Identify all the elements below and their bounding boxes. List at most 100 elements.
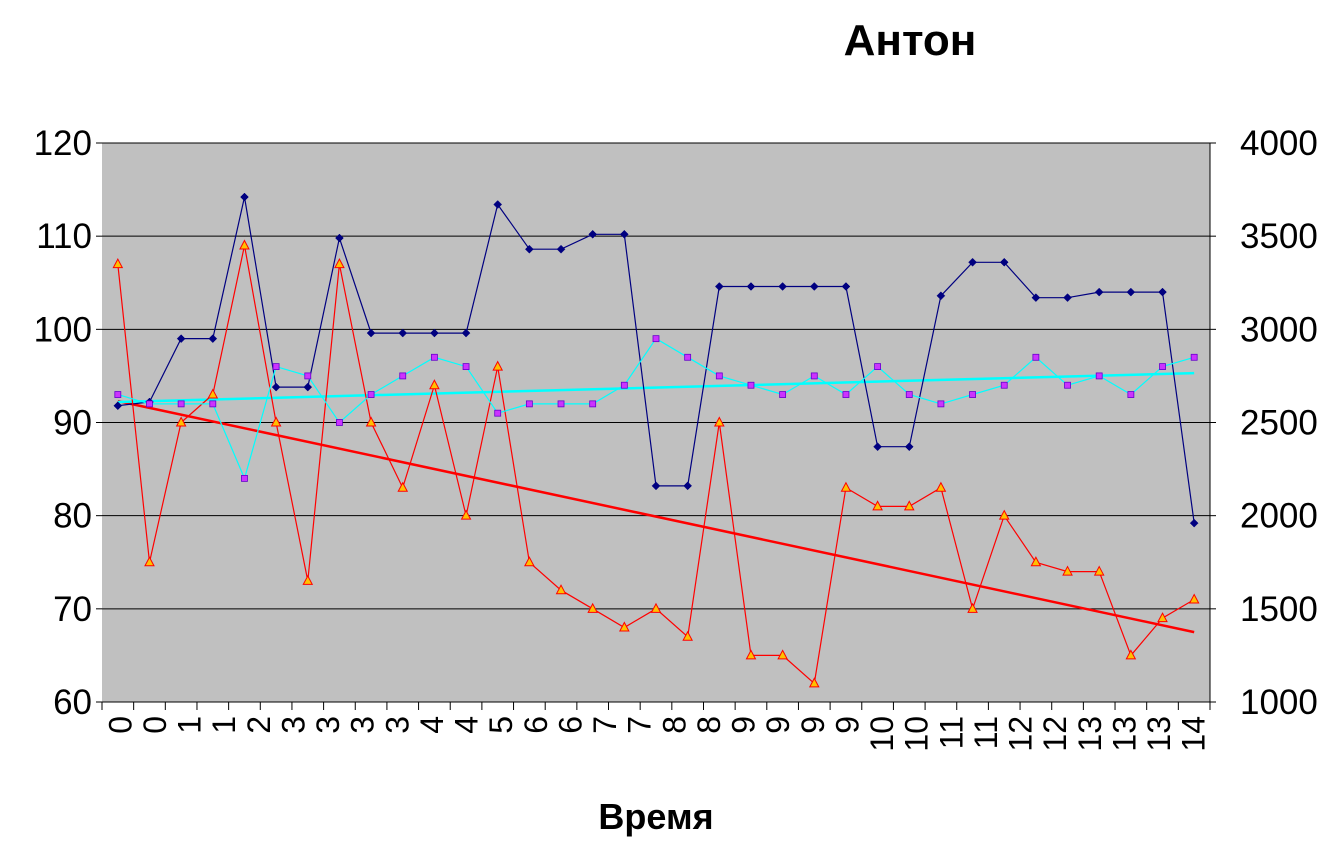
data-point: [968, 257, 977, 267]
data-point: [525, 400, 533, 408]
data-point: [1030, 556, 1042, 567]
data-point: [905, 391, 913, 398]
data-point: [556, 244, 566, 254]
data-point: [1126, 287, 1136, 297]
y2-tick-label: 4000: [1240, 124, 1318, 163]
x-tick-label: 9: [760, 716, 796, 734]
data-point: [366, 328, 376, 338]
data-point: [1158, 287, 1167, 297]
data-point: [239, 239, 250, 250]
data-point: [112, 258, 124, 269]
data-point: [271, 382, 281, 392]
data-point: [745, 649, 757, 660]
x-tick-label: 0: [102, 716, 138, 734]
data-point: [746, 282, 756, 291]
x-tick-label: 5: [483, 716, 519, 734]
chart-title: Антон: [843, 16, 977, 65]
data-point: [493, 200, 503, 209]
data-point: [903, 500, 915, 511]
x-tick-label: 4: [414, 716, 450, 734]
data-point: [587, 602, 599, 613]
data-point: [1062, 565, 1073, 576]
data-point: [683, 481, 693, 491]
data-point: [303, 382, 313, 392]
data-point: [240, 192, 249, 202]
x-axis-title: Время: [598, 796, 714, 837]
data-point: [365, 416, 377, 427]
y-tick-label: 120: [34, 124, 92, 163]
data-point: [176, 334, 186, 344]
data-point: [715, 372, 723, 380]
data-point: [874, 363, 881, 371]
data-point: [209, 400, 217, 408]
data-point: [397, 481, 409, 492]
data-point: [872, 500, 883, 511]
data-point: [1094, 287, 1104, 297]
data-point: [1190, 353, 1198, 361]
data-point: [809, 282, 819, 291]
y2-tick-label: 3000: [1240, 310, 1318, 349]
data-point: [460, 509, 472, 520]
data-point: [1189, 518, 1199, 528]
data-point: [207, 388, 219, 399]
data-point: [114, 391, 122, 398]
data-point: [272, 363, 280, 371]
x-tick-label: 7: [587, 716, 623, 734]
y2-tick-label: 1500: [1240, 590, 1318, 629]
data-point: [967, 602, 978, 613]
data-point: [430, 328, 439, 338]
x-tick-label: 13: [1106, 716, 1142, 752]
data-point: [777, 649, 788, 660]
data-point: [399, 372, 407, 380]
x-tick-label: 9: [726, 716, 762, 734]
x-tick-label: 3: [379, 716, 415, 734]
x-tick-label: 0: [137, 716, 173, 734]
y-tick-label: 80: [53, 497, 92, 536]
data-point: [651, 481, 661, 491]
data-point: [652, 335, 660, 343]
x-tick-label: 11: [933, 716, 969, 749]
data-point: [713, 416, 725, 427]
data-point: [904, 442, 914, 452]
data-point: [335, 233, 344, 243]
x-tick-label: 8: [656, 716, 692, 734]
data-point: [1063, 293, 1072, 303]
data-point: [778, 282, 787, 291]
data-point: [146, 400, 153, 408]
data-point: [714, 282, 724, 291]
data-point: [969, 391, 976, 398]
data-point: [1125, 649, 1137, 660]
x-tick-label: 11: [968, 716, 1004, 749]
data-point: [113, 401, 123, 411]
data-point: [524, 556, 535, 567]
data-point: [682, 630, 693, 641]
data-point: [1032, 353, 1040, 361]
y-tick-label: 110: [36, 217, 92, 256]
y-tick-label: 100: [34, 310, 92, 349]
x-tick-label: 9: [829, 716, 865, 734]
data-point: [525, 244, 534, 254]
x-tick-label: 7: [622, 716, 658, 734]
data-point: [367, 391, 375, 398]
data-point: [462, 363, 470, 371]
x-tick-label: 6: [518, 716, 554, 734]
y2-tick-label: 2500: [1240, 404, 1318, 443]
data-point: [841, 282, 851, 291]
data-point: [270, 416, 282, 427]
x-tick-label: 6: [552, 716, 588, 734]
x-tick-label: 3: [345, 716, 381, 734]
x-tick-label: 1: [172, 716, 208, 734]
x-tick-label: 3: [310, 716, 346, 734]
x-tick-label: 12: [1003, 716, 1039, 752]
data-point: [589, 400, 597, 408]
data-point: [619, 621, 630, 632]
data-point: [842, 391, 850, 398]
data-point: [398, 328, 408, 338]
data-point: [935, 481, 947, 492]
data-point: [492, 360, 504, 371]
y2-tick-label: 3500: [1240, 217, 1318, 256]
data-point: [1031, 293, 1041, 303]
x-tick-label: 8: [691, 716, 727, 734]
